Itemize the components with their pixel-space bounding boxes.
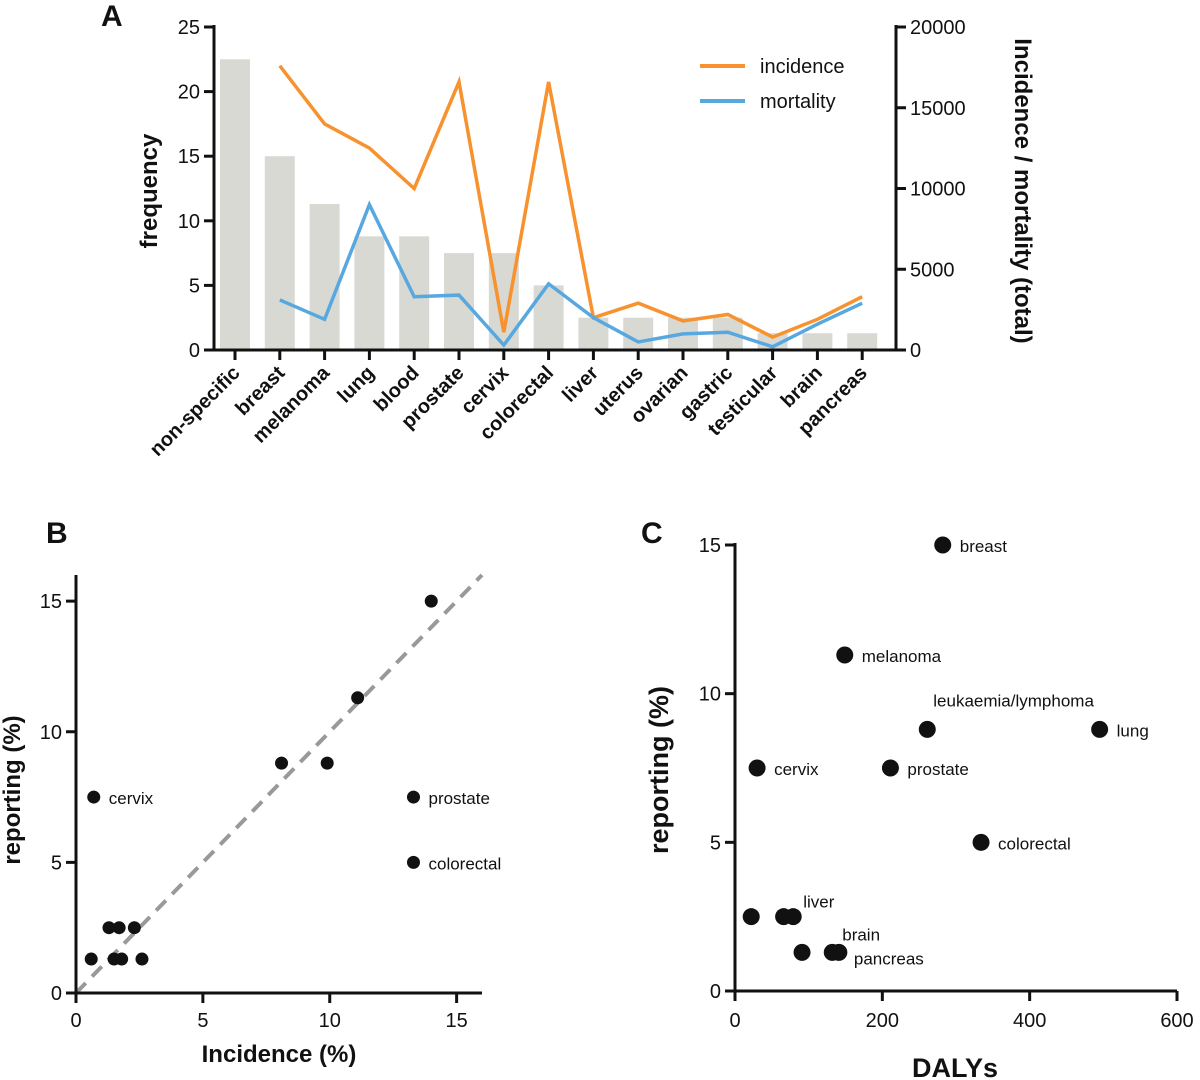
incidence-line [278, 64, 863, 339]
category-label: non-specific [146, 362, 245, 461]
data-point [972, 833, 990, 851]
y-tick-label: 20 [178, 82, 200, 104]
data-point [881, 759, 899, 777]
panel-letter: C [641, 517, 663, 550]
y2-tick-label: 5000 [910, 259, 955, 281]
x-tick-label: 0 [70, 1010, 81, 1032]
point-label: breast [960, 537, 1008, 556]
data-point [784, 908, 802, 926]
data-point [112, 921, 126, 935]
data-point [320, 756, 334, 770]
data-point [87, 790, 101, 804]
y-tick-label: 15 [699, 535, 721, 557]
y-axis-title: frequency [136, 133, 163, 248]
x-tick-label: 0 [729, 1010, 740, 1032]
data-point [424, 594, 438, 608]
y-tick-label: 5 [710, 832, 721, 854]
point-label: colorectal [998, 834, 1071, 853]
y-tick-label: 10 [40, 722, 62, 744]
point-label: lung [1117, 721, 1149, 740]
incidence-legend-label: incidence [760, 56, 845, 78]
mortality-line [279, 200, 863, 349]
y2-tick-label: 0 [910, 340, 921, 362]
bar [264, 156, 295, 350]
panel-letter: B [46, 517, 68, 550]
y-tick-label: 5 [51, 852, 62, 874]
bar [309, 204, 340, 350]
x-tick-label: 600 [1160, 1010, 1193, 1032]
x-tick-label: 5 [197, 1010, 208, 1032]
bar [533, 285, 564, 350]
y-tick-label: 25 [178, 17, 200, 39]
point-label: melanoma [862, 647, 942, 666]
point-label: liver [803, 893, 835, 912]
bar [444, 253, 474, 350]
y2-tick-label: 10000 [910, 179, 966, 201]
reference-line [74, 573, 484, 995]
point-label: cervix [774, 760, 819, 779]
data-point [84, 952, 98, 966]
panel-c: C 0 200 400 600 0 5 10 15 breast melanoma leukaemia… [641, 517, 1194, 1080]
data-point [406, 855, 420, 869]
x-tick-label: 10 [319, 1010, 341, 1032]
bar [802, 333, 833, 350]
y-axis-title: reporting (%) [644, 686, 674, 854]
data-point [748, 759, 766, 777]
panel-letter: A [101, 0, 123, 33]
data-point [836, 646, 854, 664]
y2-tick-label: 15000 [910, 98, 966, 120]
y-tick-label: 10 [699, 684, 721, 706]
point-label: pancreas [854, 949, 924, 968]
x-axis-title: DALYs [912, 1053, 998, 1080]
y-tick-label: 15 [40, 591, 62, 613]
y-tick-label: 0 [51, 983, 62, 1005]
data-point [934, 536, 952, 554]
panel-b: B 0 5 10 15 0 5 10 15 cervix prostate colorectal Inc… [0, 517, 501, 1068]
data-point [918, 720, 936, 738]
data-point [115, 952, 129, 966]
data-point [1091, 720, 1109, 738]
bar [847, 333, 878, 350]
data-point [102, 921, 116, 935]
data-point [793, 943, 811, 961]
y-tick-label: 0 [189, 340, 200, 362]
data-point [830, 943, 848, 961]
point-label: cervix [109, 789, 154, 808]
point-label: colorectal [428, 854, 501, 873]
mortality-legend-label: mortality [760, 91, 836, 113]
data-point [275, 756, 289, 770]
data-point [351, 691, 365, 705]
y-axis-title: reporting (%) [0, 715, 26, 864]
data-point [135, 952, 149, 966]
bar [220, 59, 250, 351]
point-label: prostate [428, 789, 489, 808]
y-tick-label: 5 [189, 275, 200, 297]
bar [354, 236, 385, 350]
x-tick-label: 400 [1013, 1010, 1046, 1032]
point-label: prostate [907, 760, 968, 779]
y2-tick-label: 20000 [910, 17, 966, 39]
data-point [406, 790, 420, 804]
y-tick-label: 0 [710, 981, 721, 1003]
panel-a: A 0 5 10 15 20 25 0 5000 10000 15000 20000 non-speci… [101, 0, 1036, 461]
y-tick-label: 15 [178, 146, 200, 168]
data-point [742, 908, 760, 926]
x-axis-title: Incidence (%) [202, 1041, 357, 1068]
bar [623, 317, 654, 350]
point-label: brain [842, 925, 880, 944]
data-point [127, 921, 141, 935]
y-tick-label: 10 [178, 211, 200, 233]
point-label: leukaemia/lymphoma [933, 691, 1094, 710]
y2-axis-title: Incidence / mortality (total) [1009, 38, 1036, 343]
x-tick-label: 15 [446, 1010, 468, 1032]
x-tick-label: 200 [866, 1010, 899, 1032]
